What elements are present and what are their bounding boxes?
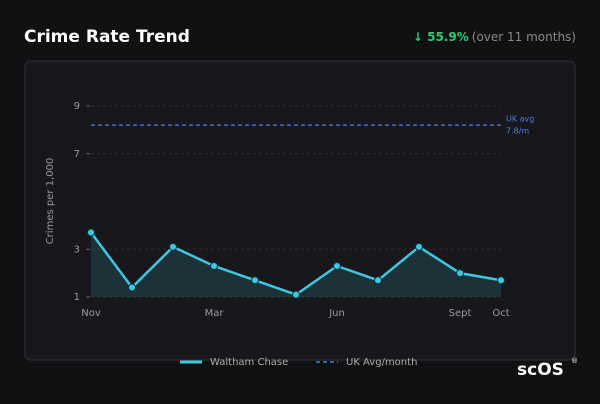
point xyxy=(292,290,300,299)
change-note: (over 11 months) xyxy=(472,30,576,44)
plot: 1 3 7 9 Crimes per 1,000 Nov Mar Jun Sept Oct UK a… xyxy=(45,101,534,368)
point xyxy=(210,261,218,270)
y-tick-label: 7 xyxy=(74,149,80,160)
point xyxy=(128,283,136,292)
area xyxy=(91,232,501,297)
y-tick-label: 1 xyxy=(74,292,80,303)
x-tick-label: Mar xyxy=(205,308,225,319)
logo: scOS xyxy=(517,360,564,380)
legend-label: UK Avg/month xyxy=(346,357,417,368)
point xyxy=(497,276,505,285)
x-tick-label: Sept xyxy=(449,308,472,319)
point xyxy=(169,242,177,251)
point xyxy=(251,276,259,285)
y-axis-label: Crimes per 1,000 xyxy=(45,158,56,245)
reference-value: 7.8/m xyxy=(506,127,529,136)
x-tick-label: Jun xyxy=(328,308,345,319)
logo-mark: ® xyxy=(571,357,578,365)
point xyxy=(415,242,423,251)
y-tick-label: 3 xyxy=(74,244,80,255)
change-summary: ↓ 55.9% (over 11 months) xyxy=(413,30,576,44)
point xyxy=(374,276,382,285)
change: ↓ 55.9% xyxy=(413,30,469,44)
point xyxy=(87,228,95,237)
x-tick-label: Nov xyxy=(81,308,101,319)
point xyxy=(456,269,464,278)
legend-label: Waltham Chase xyxy=(210,357,288,368)
card xyxy=(24,60,576,361)
reference-label: UK avg xyxy=(506,115,534,124)
x-tick-label: Oct xyxy=(492,308,509,319)
point xyxy=(333,261,341,270)
title: Crime Rate Trend xyxy=(24,27,190,47)
y-tick-label: 9 xyxy=(74,101,80,112)
